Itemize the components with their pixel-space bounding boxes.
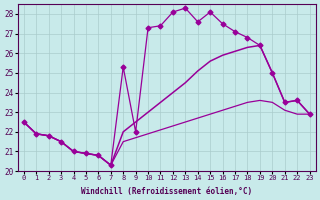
- X-axis label: Windchill (Refroidissement éolien,°C): Windchill (Refroidissement éolien,°C): [81, 187, 252, 196]
